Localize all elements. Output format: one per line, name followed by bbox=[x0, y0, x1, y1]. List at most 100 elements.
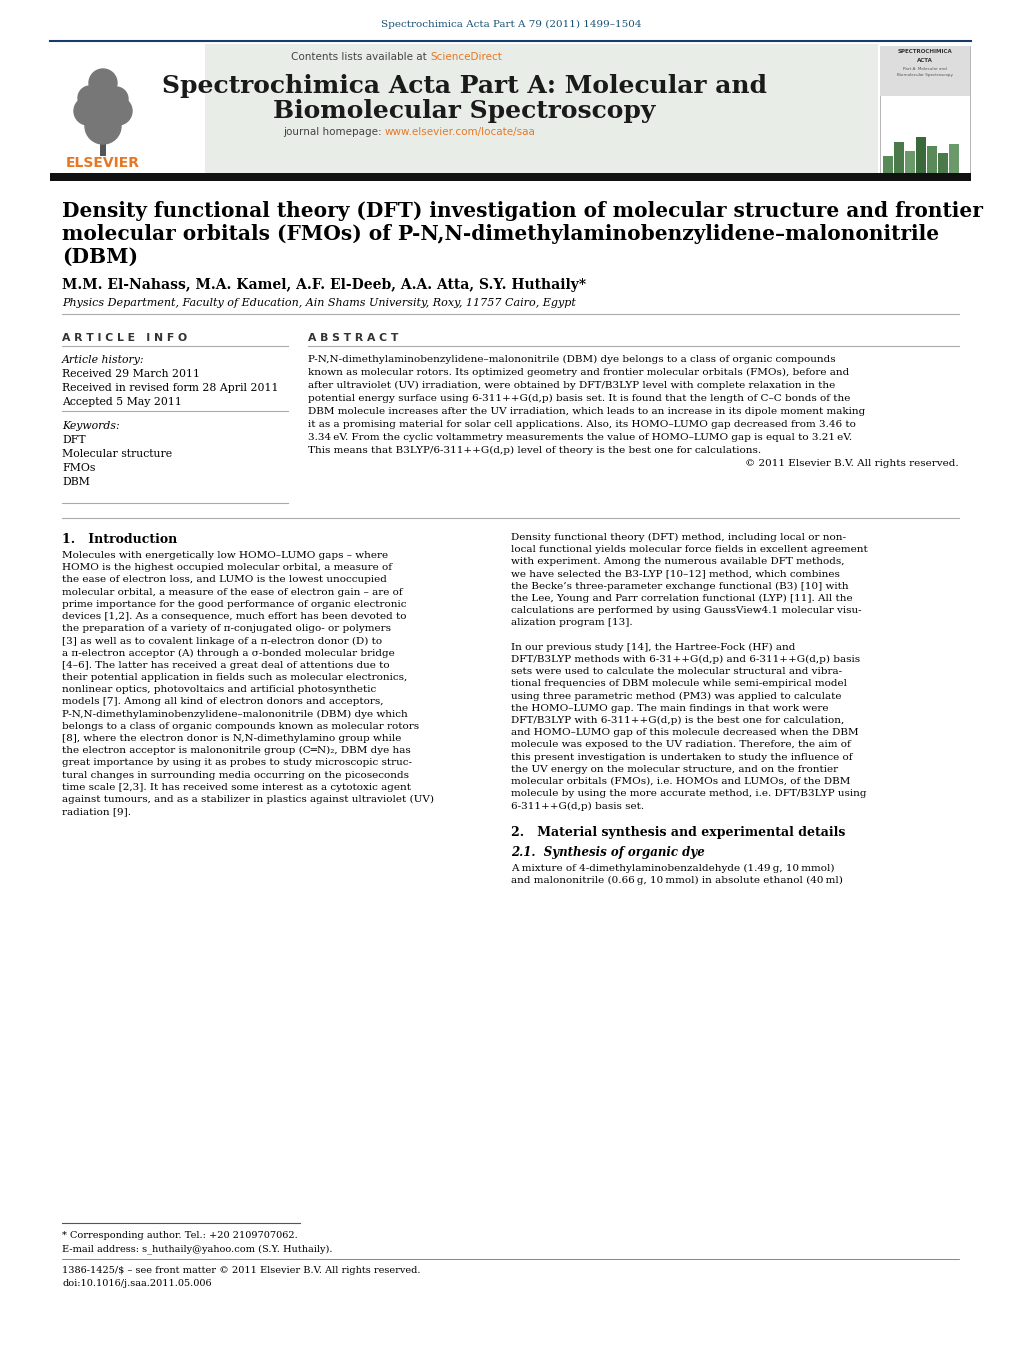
Text: 1386-1425/$ – see front matter © 2011 Elsevier B.V. All rights reserved.: 1386-1425/$ – see front matter © 2011 El… bbox=[62, 1266, 421, 1275]
Text: ACTA: ACTA bbox=[917, 58, 933, 63]
Text: DBM molecule increases after the UV irradiation, which leads to an increase in i: DBM molecule increases after the UV irra… bbox=[308, 407, 865, 416]
Text: molecular orbital, a measure of the ease of electron gain – are of: molecular orbital, a measure of the ease… bbox=[62, 588, 402, 597]
Text: after ultraviolet (UV) irradiation, were obtained by DFT/B3LYP level with comple: after ultraviolet (UV) irradiation, were… bbox=[308, 381, 835, 390]
Text: A mixture of 4-dimethylaminobenzaldehyde (1.49 g, 10 mmol): A mixture of 4-dimethylaminobenzaldehyde… bbox=[510, 863, 834, 873]
Text: 2.   Material synthesis and experimental details: 2. Material synthesis and experimental d… bbox=[510, 825, 845, 839]
Text: nonlinear optics, photovoltaics and artificial photosynthetic: nonlinear optics, photovoltaics and arti… bbox=[62, 685, 377, 694]
Text: local functional yields molecular force fields in excellent agreement: local functional yields molecular force … bbox=[510, 546, 868, 554]
Text: belongs to a class of organic compounds known as molecular rotors: belongs to a class of organic compounds … bbox=[62, 721, 420, 731]
Text: alization program [13].: alization program [13]. bbox=[510, 619, 633, 627]
Text: the HOMO–LUMO gap. The main findings in that work were: the HOMO–LUMO gap. The main findings in … bbox=[510, 704, 828, 713]
Circle shape bbox=[78, 86, 102, 109]
Text: the Becke’s three-parameter exchange functional (B3) [10] with: the Becke’s three-parameter exchange fun… bbox=[510, 582, 848, 590]
Text: M.M. El-Nahass, M.A. Kamel, A.F. El-Deeb, A.A. Atta, S.Y. Huthaily*: M.M. El-Nahass, M.A. Kamel, A.F. El-Deeb… bbox=[62, 278, 586, 292]
Text: a π-electron acceptor (A) through a σ-bonded molecular bridge: a π-electron acceptor (A) through a σ-bo… bbox=[62, 648, 395, 658]
Text: with experiment. Among the numerous available DFT methods,: with experiment. Among the numerous avai… bbox=[510, 558, 844, 566]
FancyBboxPatch shape bbox=[100, 141, 106, 155]
Text: Molecules with energetically low HOMO–LUMO gaps – where: Molecules with energetically low HOMO–LU… bbox=[62, 551, 388, 561]
Text: In our previous study [14], the Hartree-Fock (HF) and: In our previous study [14], the Hartree-… bbox=[510, 643, 795, 653]
FancyBboxPatch shape bbox=[880, 46, 970, 96]
Text: A R T I C L E   I N F O: A R T I C L E I N F O bbox=[62, 332, 187, 343]
Text: Article history:: Article history: bbox=[62, 355, 145, 365]
Text: Biomolecular Spectroscopy: Biomolecular Spectroscopy bbox=[897, 73, 953, 77]
Text: DFT: DFT bbox=[62, 435, 86, 444]
Text: DBM: DBM bbox=[62, 477, 90, 486]
Text: sets were used to calculate the molecular structural and vibra-: sets were used to calculate the molecula… bbox=[510, 667, 842, 677]
Text: Accepted 5 May 2011: Accepted 5 May 2011 bbox=[62, 397, 182, 407]
Text: and HOMO–LUMO gap of this molecule decreased when the DBM: and HOMO–LUMO gap of this molecule decre… bbox=[510, 728, 859, 738]
Text: molecule by using the more accurate method, i.e. DFT/B3LYP using: molecule by using the more accurate meth… bbox=[510, 789, 867, 798]
Text: ScienceDirect: ScienceDirect bbox=[430, 51, 502, 62]
Text: This means that B3LYP/6-311++G(d,p) level of theory is the best one for calculat: This means that B3LYP/6-311++G(d,p) leve… bbox=[308, 446, 761, 455]
Text: HOMO is the highest occupied molecular orbital, a measure of: HOMO is the highest occupied molecular o… bbox=[62, 563, 392, 573]
Circle shape bbox=[104, 97, 132, 126]
Text: Biomolecular Spectroscopy: Biomolecular Spectroscopy bbox=[273, 99, 655, 123]
Text: using three parametric method (PM3) was applied to calculate: using three parametric method (PM3) was … bbox=[510, 692, 841, 701]
Text: Spectrochimica Acta Part A 79 (2011) 1499–1504: Spectrochimica Acta Part A 79 (2011) 149… bbox=[381, 20, 641, 30]
Text: potential energy surface using 6-311++G(d,p) basis set. It is found that the len: potential energy surface using 6-311++G(… bbox=[308, 394, 850, 403]
Text: and malononitrile (0.66 g, 10 mmol) in absolute ethanol (40 ml): and malononitrile (0.66 g, 10 mmol) in a… bbox=[510, 875, 843, 885]
Text: DFT/B3LYP methods with 6-31++G(d,p) and 6-311++G(d,p) basis: DFT/B3LYP methods with 6-31++G(d,p) and … bbox=[510, 655, 860, 665]
Text: www.elsevier.com/locate/saa: www.elsevier.com/locate/saa bbox=[385, 127, 536, 136]
Circle shape bbox=[87, 80, 119, 112]
Text: the preparation of a variety of π-conjugated oligo- or polymers: the preparation of a variety of π-conjug… bbox=[62, 624, 391, 634]
Text: against tumours, and as a stabilizer in plastics against ultraviolet (UV): against tumours, and as a stabilizer in … bbox=[62, 794, 434, 804]
FancyBboxPatch shape bbox=[938, 154, 949, 173]
Text: the electron acceptor is malononitrile group (C═N)₂, DBM dye has: the electron acceptor is malononitrile g… bbox=[62, 746, 410, 755]
Text: FMOs: FMOs bbox=[62, 463, 95, 473]
Text: * Corresponding author. Tel.: +20 2109707062.: * Corresponding author. Tel.: +20 210970… bbox=[62, 1231, 298, 1240]
FancyBboxPatch shape bbox=[50, 45, 878, 176]
FancyBboxPatch shape bbox=[916, 136, 926, 173]
Text: journal homepage:: journal homepage: bbox=[283, 127, 385, 136]
Text: [4–6]. The latter has received a great deal of attentions due to: [4–6]. The latter has received a great d… bbox=[62, 661, 390, 670]
Text: time scale [2,3]. It has received some interest as a cytotoxic agent: time scale [2,3]. It has received some i… bbox=[62, 782, 411, 792]
Circle shape bbox=[104, 86, 128, 111]
Circle shape bbox=[85, 108, 121, 145]
FancyBboxPatch shape bbox=[883, 155, 893, 173]
FancyBboxPatch shape bbox=[905, 150, 915, 173]
Text: known as molecular rotors. Its optimized geometry and frontier molecular orbital: known as molecular rotors. Its optimized… bbox=[308, 367, 849, 377]
Text: tural changes in surrounding media occurring on the picoseconds: tural changes in surrounding media occur… bbox=[62, 770, 409, 780]
Text: the UV energy on the molecular structure, and on the frontier: the UV energy on the molecular structure… bbox=[510, 765, 838, 774]
FancyBboxPatch shape bbox=[894, 142, 904, 173]
Text: 1.   Introduction: 1. Introduction bbox=[62, 534, 178, 546]
Text: molecular orbitals (FMOs), i.e. HOMOs and LUMOs, of the DBM: molecular orbitals (FMOs), i.e. HOMOs an… bbox=[510, 777, 850, 786]
Text: great importance by using it as probes to study microscopic struc-: great importance by using it as probes t… bbox=[62, 758, 412, 767]
Text: Spectrochimica Acta Part A: Molecular and: Spectrochimica Acta Part A: Molecular an… bbox=[161, 74, 767, 99]
Text: P-N,N-dimethylaminobenzylidene–malononitrile (DBM) dye belongs to a class of org: P-N,N-dimethylaminobenzylidene–malononit… bbox=[308, 355, 835, 365]
Text: the Lee, Young and Parr correlation functional (LYP) [11]. All the: the Lee, Young and Parr correlation func… bbox=[510, 594, 853, 603]
Text: [3] as well as to covalent linkage of a π-electron donor (D) to: [3] as well as to covalent linkage of a … bbox=[62, 636, 382, 646]
Text: ELSEVIER: ELSEVIER bbox=[66, 155, 140, 170]
Text: E-mail address: s_huthaily@yahoo.com (S.Y. Huthaily).: E-mail address: s_huthaily@yahoo.com (S.… bbox=[62, 1244, 333, 1254]
Text: Received 29 March 2011: Received 29 March 2011 bbox=[62, 369, 200, 380]
Text: Molecular structure: Molecular structure bbox=[62, 449, 173, 459]
Text: devices [1,2]. As a consequence, much effort has been devoted to: devices [1,2]. As a consequence, much ef… bbox=[62, 612, 406, 621]
Circle shape bbox=[89, 69, 117, 97]
Text: it as a promising material for solar cell applications. Also, its HOMO–LUMO gap : it as a promising material for solar cel… bbox=[308, 420, 856, 430]
Text: Density functional theory (DFT) method, including local or non-: Density functional theory (DFT) method, … bbox=[510, 534, 846, 542]
Text: this present investigation is undertaken to study the influence of: this present investigation is undertaken… bbox=[510, 753, 853, 762]
Text: prime importance for the good performance of organic electronic: prime importance for the good performanc… bbox=[62, 600, 406, 609]
Text: models [7]. Among all kind of electron donors and acceptors,: models [7]. Among all kind of electron d… bbox=[62, 697, 384, 707]
Text: SPECTROCHIMICA: SPECTROCHIMICA bbox=[897, 49, 953, 54]
Circle shape bbox=[74, 97, 102, 126]
FancyBboxPatch shape bbox=[949, 143, 959, 173]
FancyBboxPatch shape bbox=[880, 46, 970, 174]
Text: DFT/B3LYP with 6-311++G(d,p) is the best one for calculation,: DFT/B3LYP with 6-311++G(d,p) is the best… bbox=[510, 716, 844, 725]
Text: their potential application in fields such as molecular electronics,: their potential application in fields su… bbox=[62, 673, 407, 682]
Text: Keywords:: Keywords: bbox=[62, 422, 119, 431]
Text: 3.34 eV. From the cyclic voltammetry measurements the value of HOMO–LUMO gap is : 3.34 eV. From the cyclic voltammetry mea… bbox=[308, 434, 853, 442]
Text: tional frequencies of DBM molecule while semi-empirical model: tional frequencies of DBM molecule while… bbox=[510, 680, 847, 689]
Text: molecular orbitals (FMOs) of P-N,N-dimethylaminobenzylidene–malononitrile: molecular orbitals (FMOs) of P-N,N-dimet… bbox=[62, 224, 939, 245]
Text: (DBM): (DBM) bbox=[62, 247, 138, 267]
Text: © 2011 Elsevier B.V. All rights reserved.: © 2011 Elsevier B.V. All rights reserved… bbox=[745, 459, 959, 467]
Text: Physics Department, Faculty of Education, Ain Shams University, Roxy, 11757 Cair: Physics Department, Faculty of Education… bbox=[62, 299, 576, 308]
FancyBboxPatch shape bbox=[927, 146, 937, 173]
FancyBboxPatch shape bbox=[50, 173, 971, 181]
Text: doi:10.1016/j.saa.2011.05.006: doi:10.1016/j.saa.2011.05.006 bbox=[62, 1279, 211, 1288]
Text: [8], where the electron donor is N,N-dimethylamino group while: [8], where the electron donor is N,N-dim… bbox=[62, 734, 401, 743]
Text: calculations are performed by using GaussView4.1 molecular visu-: calculations are performed by using Gaus… bbox=[510, 607, 862, 615]
Text: Contents lists available at: Contents lists available at bbox=[291, 51, 430, 62]
Text: the ease of electron loss, and LUMO is the lowest unoccupied: the ease of electron loss, and LUMO is t… bbox=[62, 576, 387, 585]
Text: Received in revised form 28 April 2011: Received in revised form 28 April 2011 bbox=[62, 382, 279, 393]
